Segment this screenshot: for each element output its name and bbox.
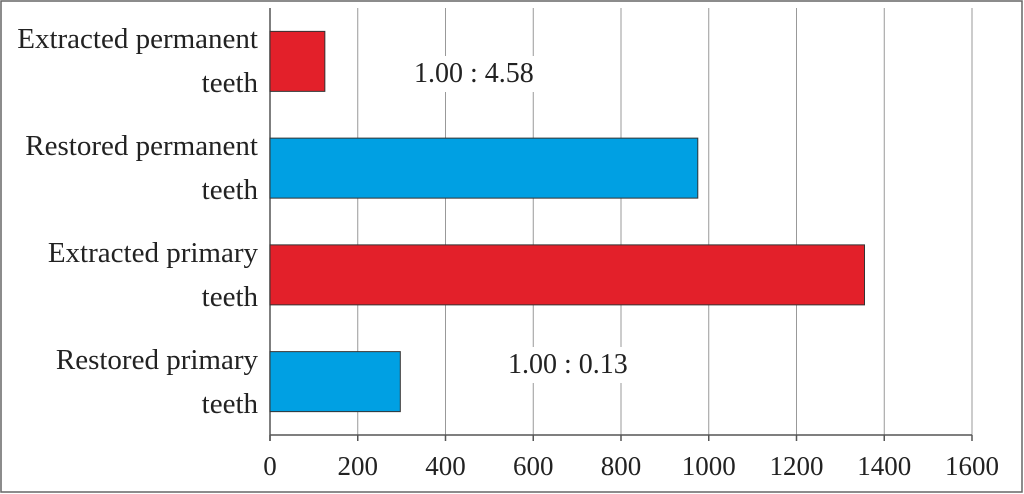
x-tick-label: 800 [601,451,642,481]
bar [269,351,401,413]
x-tick-label: 1000 [682,451,736,481]
plot: 0 200 400 600 800 1000 1200 1400 1600 [263,8,999,481]
y-tick-label: Restored permanent teeth [25,130,258,207]
x-tick-label: 600 [513,451,554,481]
x-tick-label: 1600 [945,451,999,481]
x-tick-label: 0 [263,451,277,481]
bar [269,244,866,306]
y-tick-label: Extracted primary teeth [47,236,258,313]
x-tick-label: 400 [425,451,466,481]
y-tick-label: Restored primary teeth [55,343,258,420]
x-tick-label: 200 [338,451,379,481]
x-tick-label: 1200 [770,451,824,481]
bar [269,137,699,199]
y-tick-label: Extracted permanent teeth [17,23,258,100]
x-tick-label: 1400 [857,451,911,481]
annotation: 1.00 : 4.58 [408,56,540,92]
annotation: 1.00 : 0.13 [502,347,634,383]
bar [269,30,326,92]
